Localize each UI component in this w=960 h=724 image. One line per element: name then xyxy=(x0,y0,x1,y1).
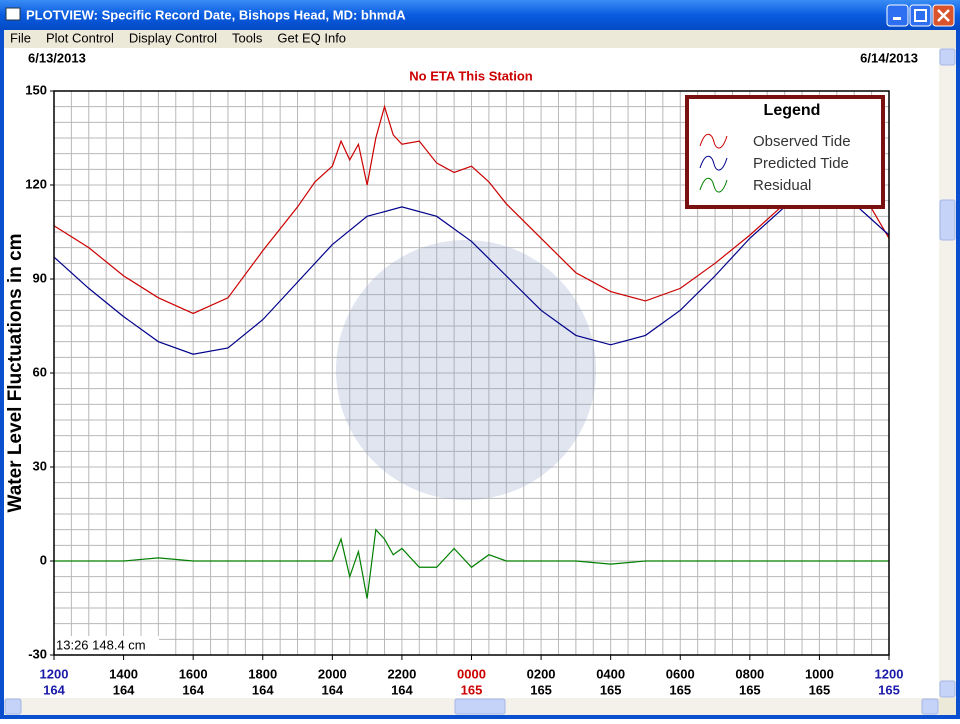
y-tick-label: 150 xyxy=(25,82,47,97)
x-tick-label: 0800 xyxy=(735,666,764,681)
day-label: 164 xyxy=(391,682,413,697)
y-axis-label: Water Level Fluctuations in cm xyxy=(5,233,26,512)
series-line xyxy=(53,187,890,355)
x-tick-label: 1000 xyxy=(805,666,834,681)
y-tick-label: 0 xyxy=(40,552,47,567)
x-tick-label: 1400 xyxy=(109,666,138,681)
x-tick-label: 0600 xyxy=(666,666,695,681)
day-label: 165 xyxy=(530,682,552,697)
minimize-button[interactable] xyxy=(886,4,909,27)
x-tick-label: 0000 xyxy=(457,666,486,681)
vertical-scrollbar xyxy=(939,48,956,698)
scroll-down[interactable] xyxy=(939,680,956,698)
menu-item[interactable]: Plot Control xyxy=(46,30,114,45)
scroll-up[interactable] xyxy=(939,48,956,66)
scroll-track xyxy=(939,48,956,698)
legend-entry: Predicted Tide xyxy=(753,155,849,172)
y-tick-label: -30 xyxy=(28,646,47,661)
day-label: 165 xyxy=(461,682,483,697)
maximize-button[interactable] xyxy=(909,4,932,27)
legend-entry: Residual xyxy=(753,177,811,194)
x-tick-label: 1600 xyxy=(179,666,208,681)
scroll-left[interactable] xyxy=(4,698,22,715)
day-label: 165 xyxy=(878,682,900,697)
menu-item[interactable]: File xyxy=(10,30,31,45)
legend-title: Legend xyxy=(764,102,821,119)
scroll-thumb[interactable] xyxy=(939,199,956,241)
plot-title: No ETA This Station xyxy=(409,68,533,83)
end-date: 6/14/2013 xyxy=(860,50,918,65)
start-date: 6/13/2013 xyxy=(28,50,86,65)
x-tick-label: 1800 xyxy=(248,666,277,681)
day-label: 165 xyxy=(809,682,831,697)
x-tick-label: 0400 xyxy=(596,666,625,681)
scroll-thumb[interactable] xyxy=(454,698,506,715)
y-tick-label: 120 xyxy=(25,176,47,191)
legend-entry: Observed Tide xyxy=(753,133,851,150)
day-label: 165 xyxy=(739,682,761,697)
status-box xyxy=(55,636,159,654)
menu-item[interactable]: Tools xyxy=(232,30,263,45)
y-tick-label: 30 xyxy=(33,458,47,473)
horizontal-scrollbar xyxy=(4,698,939,715)
legend-box xyxy=(685,95,885,209)
y-tick-label: 90 xyxy=(33,270,47,285)
x-tick-label: 1200 xyxy=(40,666,69,681)
plot: 6/13/2013 6/14/2013 No ETA This Station Wat… xyxy=(5,50,918,697)
window-buttons xyxy=(886,4,955,27)
status-readout: 13:26 148.4 cm xyxy=(56,637,146,652)
day-label: 164 xyxy=(321,682,343,697)
plot-border xyxy=(53,90,890,656)
app-icon xyxy=(5,7,21,21)
window-title: PLOTVIEW: Specific Record Date, Bishops … xyxy=(26,7,406,22)
y-tick-label: 60 xyxy=(33,364,47,379)
x-tick-label: 2200 xyxy=(387,666,416,681)
menu-item[interactable]: Get EQ Info xyxy=(277,30,346,45)
day-label: 165 xyxy=(669,682,691,697)
day-label: 164 xyxy=(113,682,135,697)
menu-item[interactable]: Display Control xyxy=(129,30,217,45)
menu-bar: File Plot Control Display Control Tools Get … xyxy=(10,30,346,45)
legend-swatch xyxy=(699,177,728,193)
series-line xyxy=(54,528,889,599)
day-label: 164 xyxy=(43,682,65,697)
x-tick-label: 0200 xyxy=(527,666,556,681)
maximize-glyph xyxy=(914,9,927,22)
legend-swatch xyxy=(699,155,728,171)
day-label: 164 xyxy=(182,682,204,697)
title-bar xyxy=(0,0,960,30)
legend-swatch xyxy=(699,133,728,149)
x-tick-label: 1200 xyxy=(875,666,904,681)
scroll-right[interactable] xyxy=(921,698,939,715)
series-line xyxy=(53,104,890,315)
minimize-glyph xyxy=(893,17,901,20)
watermark-logo xyxy=(336,240,596,500)
x-tick-label: 2000 xyxy=(318,666,347,681)
day-label: 165 xyxy=(600,682,622,697)
day-label: 164 xyxy=(252,682,274,697)
close-glyph xyxy=(937,9,950,22)
